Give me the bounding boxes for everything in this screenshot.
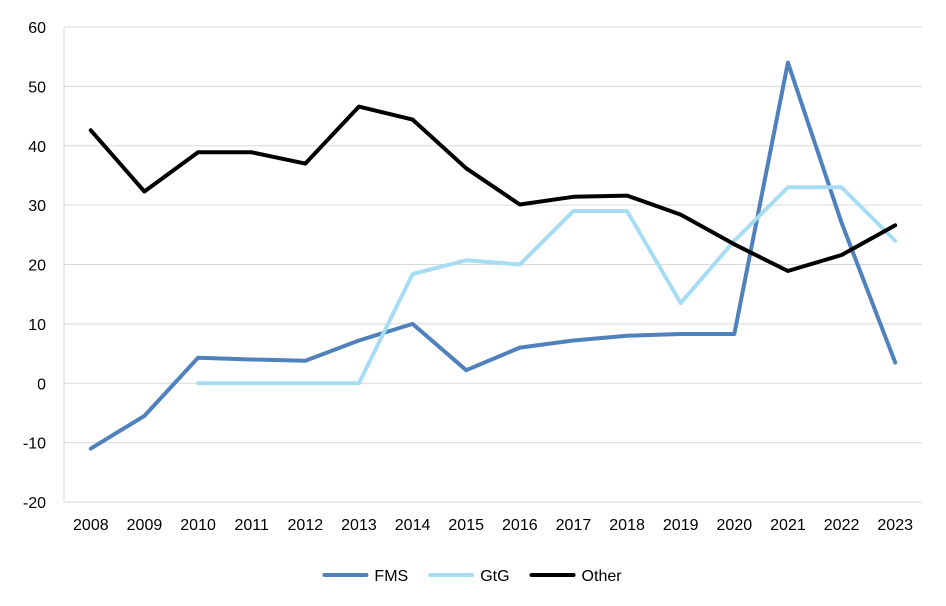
x-tick-label: 2019 bbox=[663, 517, 699, 534]
x-tick-label: 2010 bbox=[180, 517, 216, 534]
y-tick-label: 60 bbox=[28, 20, 46, 37]
series-line-fms bbox=[88, 60, 898, 451]
x-tick-label: 2014 bbox=[395, 517, 431, 534]
x-tick-label: 2008 bbox=[73, 517, 109, 534]
axes: -20 -10 0 10 20 30 40 50 60 2008 2009 2010 2011 2012 2… bbox=[23, 20, 913, 534]
gridlines bbox=[64, 26, 922, 503]
x-tick-label: 2023 bbox=[877, 517, 913, 534]
series-line-gtg bbox=[196, 185, 898, 386]
legend: FMS GtG Other bbox=[322, 568, 623, 585]
legend-label-fms: FMS bbox=[374, 568, 408, 585]
x-tick-label: 2018 bbox=[609, 517, 645, 534]
y-tick-label: 40 bbox=[28, 139, 46, 156]
x-tick-label: 2012 bbox=[288, 517, 324, 534]
y-tick-label: -20 bbox=[23, 495, 46, 512]
legend-label-other: Other bbox=[582, 568, 623, 585]
y-tick-label: 20 bbox=[28, 258, 46, 275]
x-tick-label: 2009 bbox=[127, 517, 163, 534]
x-tick-label: 2021 bbox=[770, 517, 806, 534]
y-tick-label: 50 bbox=[28, 79, 46, 96]
x-tick-label: 2011 bbox=[234, 517, 269, 534]
x-tick-label: 2020 bbox=[717, 517, 753, 534]
x-tick-label: 2015 bbox=[448, 517, 484, 534]
y-tick-label: 30 bbox=[28, 198, 46, 215]
y-tick-label: -10 bbox=[23, 436, 46, 453]
y-tick-label: 10 bbox=[28, 317, 46, 334]
series-line-other bbox=[88, 104, 898, 273]
x-tick-label: 2016 bbox=[502, 517, 538, 534]
series-lines bbox=[88, 60, 898, 451]
x-tick-label: 2013 bbox=[341, 517, 377, 534]
x-tick-label: 2022 bbox=[824, 517, 860, 534]
x-tick-label: 2017 bbox=[556, 517, 592, 534]
y-tick-label: 0 bbox=[37, 376, 46, 393]
legend-label-gtg: GtG bbox=[480, 568, 509, 585]
